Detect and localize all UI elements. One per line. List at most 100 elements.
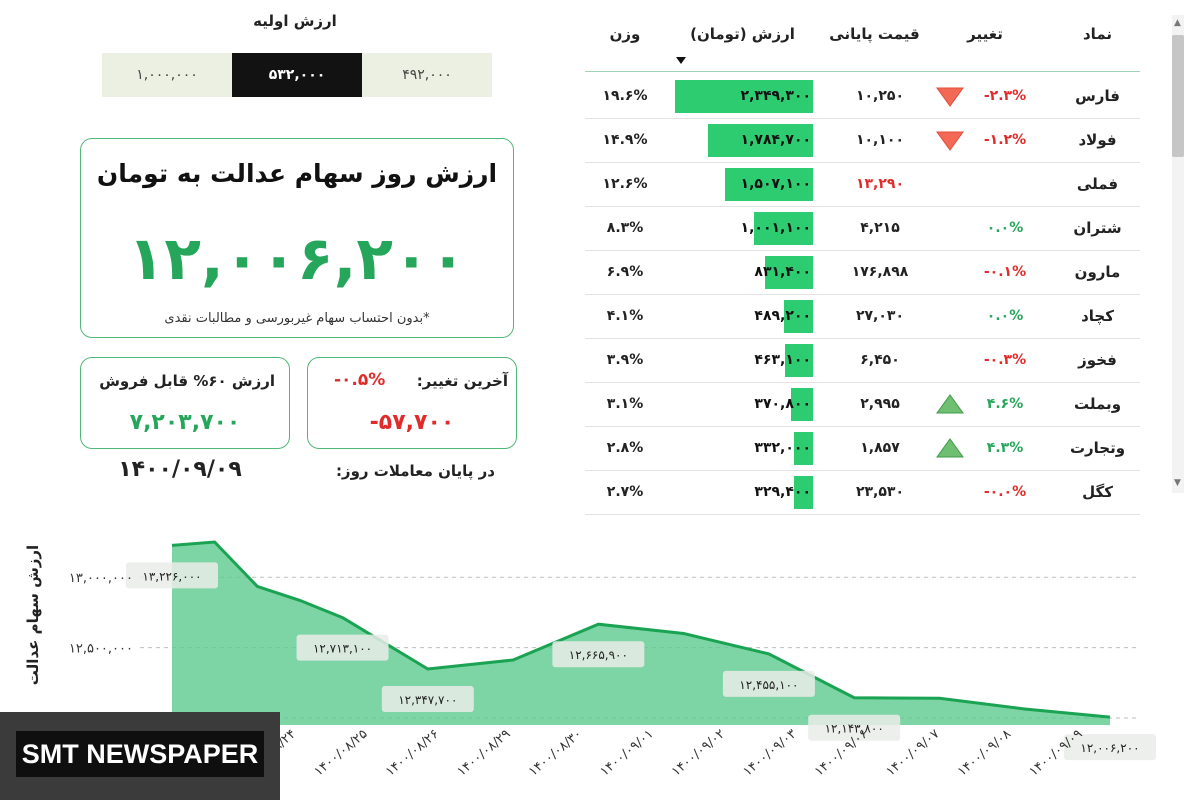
table-scroll-thumb[interactable]	[1172, 35, 1184, 157]
data-label-bg	[808, 714, 901, 741]
row-value: ۳۲۹,۴۰۰	[754, 484, 811, 500]
x-tick-label: ۱۴۰۰/۰۸/۳۰	[526, 727, 585, 780]
sort-desc-icon[interactable]	[676, 57, 686, 64]
table-row[interactable]: ۱۴.۹% ۱,۷۸۴,۷۰۰ ۱۰,۱۰۰ -۱.۲% فولاد	[585, 118, 1140, 163]
row-value: ۳۳۲,۰۰۰	[754, 440, 811, 456]
row-value-cell: ۸۳۱,۴۰۰	[673, 250, 813, 294]
table-row[interactable]: ۲.۷% ۳۲۹,۴۰۰ ۲۳,۵۳۰ -۰.۰% کگل	[585, 470, 1140, 515]
table-row[interactable]: ۱۹.۶% ۲,۳۴۹,۳۰۰ ۱۰,۲۵۰ -۲.۳% فارس	[585, 74, 1140, 119]
value-bar	[765, 256, 813, 289]
row-weight: ۴.۱%	[606, 308, 644, 324]
value-bar	[794, 432, 813, 465]
down-triangle-icon	[936, 131, 964, 151]
data-label: ۱۲,۰۰۶,۲۰۰	[1064, 734, 1156, 761]
end-of-day-label: در پایان معاملات روز:	[335, 462, 495, 480]
row-weight: ۳.۱%	[606, 396, 644, 412]
row-symbol[interactable]: وتجارت	[1069, 439, 1126, 457]
row-value: ۴۶۳,۱۰۰	[754, 352, 811, 368]
row-change: -۰.۰%	[983, 484, 1027, 500]
row-symbol[interactable]: فولاد	[1078, 131, 1117, 149]
data-label-bg	[1064, 734, 1156, 761]
row-weight: ۱۲.۶%	[602, 176, 648, 192]
row-value: ۴۸۹,۲۰۰	[754, 308, 811, 324]
row-symbol[interactable]: فارس	[1075, 87, 1120, 105]
row-price: ۲,۹۹۵	[860, 396, 900, 412]
sellable-label: ارزش ۶۰% قابل فروش	[99, 372, 275, 390]
row-symbol[interactable]: شتران	[1073, 219, 1122, 237]
table-row[interactable]: ۶.۹% ۸۳۱,۴۰۰ ۱۷۶,۸۹۸ -۰.۱% مارون	[585, 250, 1140, 295]
x-tick-label: ۱۴۰۰/۰۸/۲۹	[454, 727, 513, 780]
row-symbol[interactable]: فملی	[1076, 175, 1119, 193]
data-label: ۱۲,۴۵۵,۱۰۰	[722, 670, 815, 697]
chart-area-fill	[172, 542, 1110, 725]
data-label-text: ۱۲,۷۱۳,۱۰۰	[313, 642, 372, 656]
value-bar	[784, 300, 813, 333]
table-row[interactable]: ۸.۳% ۱,۰۰۱,۱۰۰ ۴,۲۱۵ ۰.۰% شتران	[585, 206, 1140, 251]
data-label-text: ۱۳,۲۲۶,۰۰۰	[142, 569, 201, 583]
initial-value-option-532000[interactable]: ۵۳۲,۰۰۰	[232, 53, 362, 97]
data-label: ۱۲,۳۴۷,۷۰۰	[381, 686, 474, 713]
row-value-cell: ۱,۰۰۱,۱۰۰	[673, 206, 813, 250]
row-weight: ۱۴.۹%	[602, 132, 648, 148]
table-row[interactable]: ۲.۸% ۳۳۲,۰۰۰ ۱,۸۵۷ ۴.۳% وتجارت	[585, 426, 1140, 471]
row-weight: ۳.۹%	[606, 352, 644, 368]
row-price: ۶,۴۵۰	[860, 352, 900, 368]
row-price: ۱۰,۲۵۰	[855, 88, 905, 104]
header-symbol[interactable]: نماد	[1082, 25, 1113, 43]
data-label-bg	[552, 641, 645, 668]
header-divider	[585, 71, 1140, 72]
data-label-text: ۱۲,۳۴۷,۷۰۰	[398, 693, 457, 707]
table-row[interactable]: ۳.۹% ۴۶۳,۱۰۰ ۶,۴۵۰ -۰.۳% فخوز	[585, 338, 1140, 383]
row-value: ۱,۷۸۴,۷۰۰	[740, 132, 811, 148]
initial-value-option-1000000[interactable]: ۱,۰۰۰,۰۰۰	[102, 53, 232, 97]
value-bar	[794, 476, 813, 509]
header-weight[interactable]: وزن	[609, 25, 641, 43]
data-label-bg	[296, 634, 389, 661]
row-change: -۲.۳%	[983, 88, 1027, 104]
data-label-text: ۱۲,۴۵۵,۱۰۰	[739, 678, 798, 692]
x-tick-label: ۱۴۰۰/۰۹/۰۱	[597, 727, 656, 780]
row-price: ۱۰,۱۰۰	[855, 132, 905, 148]
row-change: ۴.۳%	[986, 440, 1024, 456]
summary-card: ارزش روز سهام عدالت به تومان ۱۲,۰۰۶,۲۰۰ …	[80, 138, 514, 338]
up-triangle-icon	[936, 438, 964, 458]
row-change: -۰.۳%	[983, 352, 1027, 368]
table-row[interactable]: ۳.۱% ۳۷۰,۸۰۰ ۲,۹۹۵ ۴.۶% وبملت	[585, 382, 1140, 427]
row-value-cell: ۴۸۹,۲۰۰	[673, 294, 813, 338]
table-row[interactable]: ۴.۱% ۴۸۹,۲۰۰ ۲۷,۰۳۰ ۰.۰% کچاد	[585, 294, 1140, 339]
row-change: -۰.۱%	[983, 264, 1027, 280]
row-change: ۰.۰%	[986, 220, 1024, 236]
total-value: ۱۲,۰۰۶,۲۰۰	[127, 224, 467, 294]
data-label-text: ۱۲,۶۶۵,۹۰۰	[569, 648, 628, 662]
row-price: ۴,۲۱۵	[860, 220, 900, 236]
value-bar	[754, 212, 813, 245]
row-weight: ۶.۹%	[606, 264, 644, 280]
header-value[interactable]: ارزش (تومان)	[690, 25, 795, 43]
row-symbol[interactable]: کچاد	[1081, 307, 1114, 325]
row-symbol[interactable]: وبملت	[1074, 395, 1122, 413]
row-price: ۱۳,۲۹۰	[855, 176, 905, 192]
row-symbol[interactable]: کگل	[1082, 483, 1113, 501]
value-bar	[725, 168, 813, 201]
value-bar	[791, 388, 813, 421]
sellable-card: ارزش ۶۰% قابل فروش ۷,۲۰۳,۷۰۰	[80, 357, 290, 449]
row-symbol[interactable]: فخوز	[1078, 351, 1117, 369]
summary-title: ارزش روز سهام عدالت به تومان	[96, 159, 498, 188]
row-change: ۴.۶%	[986, 396, 1024, 412]
row-change: -۱.۲%	[983, 132, 1027, 148]
row-price: ۲۷,۰۳۰	[855, 308, 905, 324]
data-label-text: ۱۲,۱۴۳,۸۰۰	[825, 722, 884, 736]
row-value-cell: ۲,۳۴۹,۳۰۰	[673, 74, 813, 118]
row-value: ۱,۰۰۱,۱۰۰	[740, 220, 811, 236]
header-price[interactable]: قیمت پایانی	[829, 25, 920, 43]
initial-value-option-492000[interactable]: ۴۹۲,۰۰۰	[362, 53, 492, 97]
scroll-down-icon[interactable]: ▼	[1174, 478, 1181, 488]
last-change-pct: -۰.۵%	[334, 370, 386, 390]
initial-value-title: ارزش اولیه	[253, 12, 337, 30]
row-weight: ۸.۳%	[606, 220, 644, 236]
scroll-up-icon[interactable]: ▲	[1174, 18, 1181, 28]
value-bar	[708, 124, 813, 157]
table-row[interactable]: ۱۲.۶% ۱,۵۰۷,۱۰۰ ۱۳,۲۹۰ فملی	[585, 162, 1140, 207]
header-change[interactable]: تغییر	[967, 25, 1003, 43]
row-symbol[interactable]: مارون	[1074, 263, 1121, 281]
